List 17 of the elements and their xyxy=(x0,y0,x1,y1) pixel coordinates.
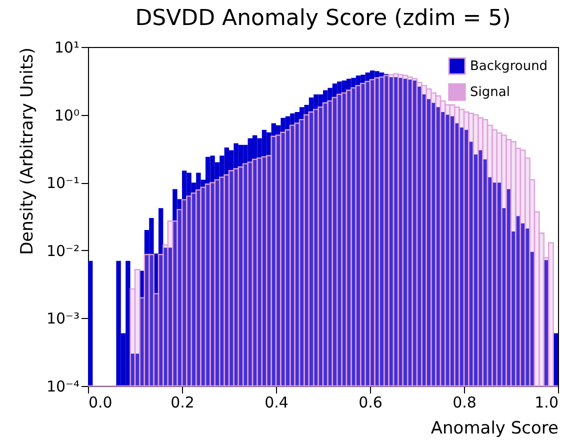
y-tick-label: 10⁻⁴ xyxy=(46,378,80,396)
legend-label: Background xyxy=(470,59,548,74)
x-tick-label: 0.8 xyxy=(452,394,476,412)
y-tick-label: 10⁻² xyxy=(46,242,80,260)
y-tick-label: 10⁰ xyxy=(54,106,80,124)
y-tick-label: 10⁻³ xyxy=(46,310,80,328)
x-tick-label: 0.6 xyxy=(358,394,382,412)
y-axis-title: Density (Arbitrary Units) xyxy=(17,48,38,255)
chart-title: DSVDD Anomaly Score (zdim = 5) xyxy=(135,6,511,31)
x-axis-title: Anomaly Score xyxy=(430,418,558,438)
x-tick-label: 0.4 xyxy=(264,394,288,412)
legend-label: Signal xyxy=(470,85,510,100)
y-tick-label: 10¹ xyxy=(54,38,80,56)
x-tick-label: 0.2 xyxy=(170,394,194,412)
x-tick-label: 1.0 xyxy=(534,394,558,412)
y-tick-label: 10⁻¹ xyxy=(46,174,80,192)
x-tick-label: 0.0 xyxy=(88,394,112,412)
